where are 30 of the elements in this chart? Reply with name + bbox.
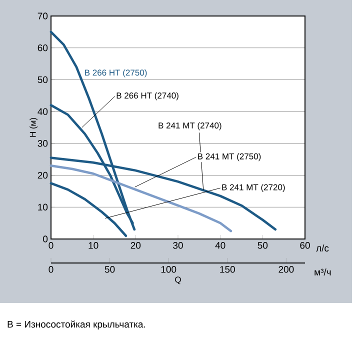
- x2-tick-label: 50: [104, 266, 115, 273]
- x-axis-title: Q: [175, 276, 181, 284]
- y-tick-label: 20: [38, 172, 48, 179]
- text: B 241 MT (2750): [198, 153, 261, 162]
- x-tick-label: 60: [300, 242, 310, 249]
- text: л/с: [316, 244, 329, 252]
- x-tick-label: 10: [88, 242, 98, 249]
- y-tick-label: 70: [38, 12, 48, 20]
- y-tick-label: 0: [43, 236, 48, 242]
- text: B 266 HT (2740): [116, 92, 178, 100]
- y-tick-label: 30: [38, 140, 48, 147]
- x2-tick-label: 150: [220, 266, 235, 273]
- y-axis-title: H (м): [30, 118, 38, 137]
- y-tick-label: 60: [38, 44, 48, 52]
- text: B 241 MT (2720): [222, 184, 285, 192]
- x-tick-label: 20: [130, 242, 141, 249]
- x-tick-label: 30: [173, 242, 183, 249]
- x-tick-label: 40: [215, 242, 226, 249]
- y-tick-label: 40: [38, 108, 48, 115]
- x2-tick-label: 200: [278, 266, 294, 273]
- x2-tick-label: 0: [48, 266, 54, 273]
- text: B = Износостойкая крыльчатка.: [8, 320, 145, 330]
- y-tick-label: 50: [38, 76, 48, 84]
- x-tick-label: 0: [48, 242, 54, 249]
- x2-tick-label: 100: [161, 266, 176, 273]
- y-tick-label: 10: [38, 204, 48, 211]
- text: м³/ч: [314, 268, 331, 276]
- series-label: B 266 HT (2750): [85, 69, 147, 78]
- x-tick-label: 50: [258, 242, 268, 249]
- text: B 241 MT (2740): [158, 122, 222, 130]
